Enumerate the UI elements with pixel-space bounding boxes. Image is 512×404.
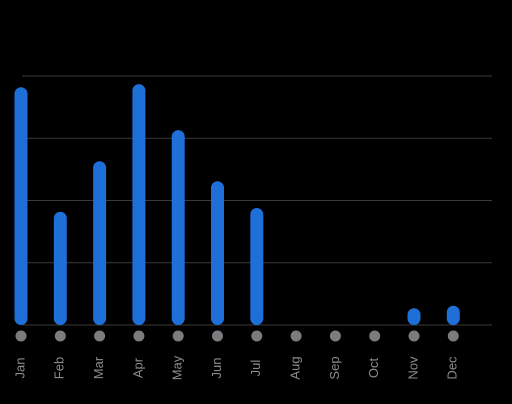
x-tick-label: Jan bbox=[12, 358, 27, 379]
month-dot bbox=[54, 330, 66, 342]
month-dot bbox=[15, 330, 27, 342]
bar bbox=[446, 305, 460, 325]
x-tick-label: Jul bbox=[248, 360, 263, 377]
month-dot bbox=[369, 330, 381, 342]
bar bbox=[211, 181, 224, 325]
x-tick-label: Dec bbox=[445, 356, 460, 380]
month-dot bbox=[212, 330, 223, 342]
bar bbox=[250, 207, 264, 325]
bar bbox=[171, 130, 185, 325]
x-tick-label: Feb bbox=[52, 357, 67, 379]
bar bbox=[53, 211, 67, 325]
month-dot bbox=[329, 330, 341, 342]
x-tick-label: May bbox=[170, 355, 185, 380]
bar bbox=[93, 161, 107, 325]
month-dot bbox=[94, 330, 106, 342]
month-dot bbox=[447, 330, 459, 342]
month-dot bbox=[251, 330, 263, 342]
month-dot bbox=[290, 330, 302, 342]
bar bbox=[14, 87, 28, 325]
bar bbox=[132, 84, 146, 325]
x-tick-label: Oct bbox=[366, 358, 381, 379]
x-tick-label: Mar bbox=[91, 356, 106, 379]
x-tick-label: Nov bbox=[405, 356, 420, 380]
x-tick-label: Jun bbox=[209, 358, 224, 379]
month-dot bbox=[172, 330, 184, 342]
x-tick-label: Apr bbox=[130, 357, 145, 378]
bar bbox=[407, 308, 421, 325]
x-tick-label: Aug bbox=[288, 356, 303, 379]
month-dot bbox=[408, 330, 420, 342]
month-dot bbox=[133, 330, 145, 342]
x-tick-label: Sep bbox=[327, 356, 342, 379]
